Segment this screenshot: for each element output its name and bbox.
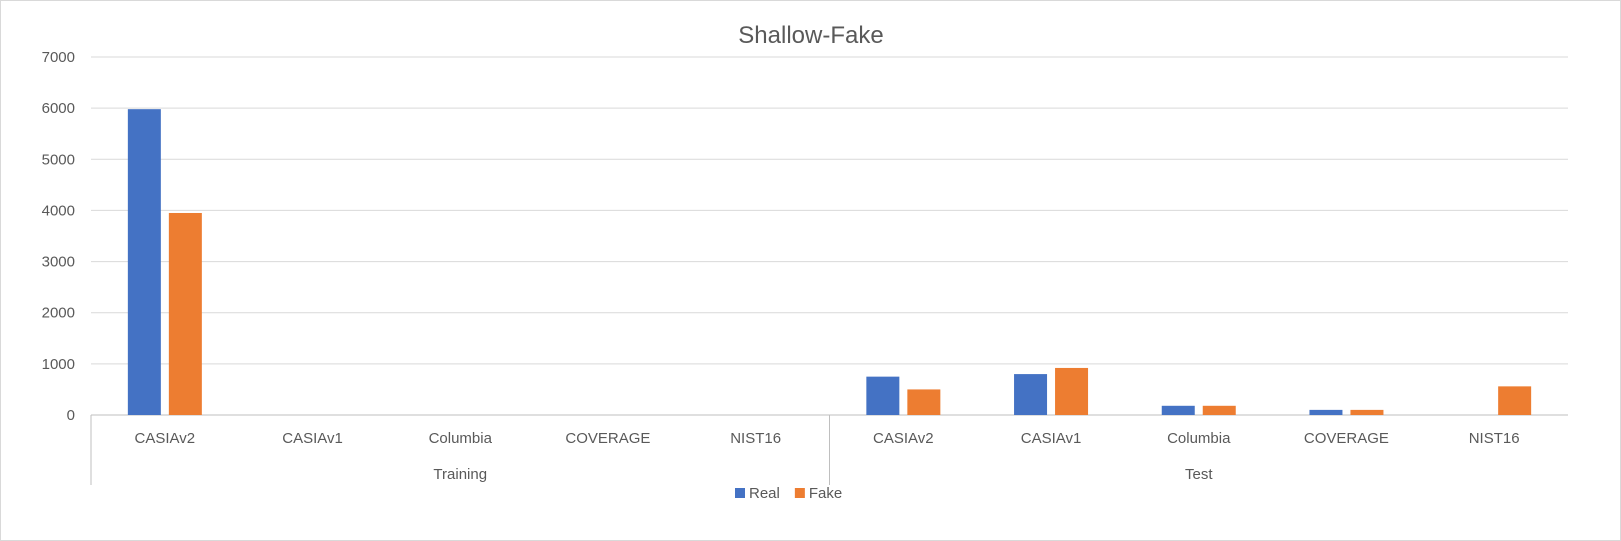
- x-tick-label: NIST16: [1469, 430, 1520, 447]
- y-tick-label: 6000: [42, 100, 75, 117]
- bar-real: [127, 109, 161, 415]
- x-tick-label: CASIAv1: [1021, 430, 1082, 447]
- bar-real: [1309, 409, 1343, 415]
- x-tick-label: COVERAGE: [565, 430, 650, 447]
- bar-fake: [1055, 367, 1089, 415]
- y-tick-label: 2000: [42, 305, 75, 322]
- bar-fake: [1202, 405, 1236, 415]
- bar-fake: [1350, 409, 1384, 415]
- x-group-label: Test: [1185, 466, 1213, 483]
- legend-swatch-real: [735, 488, 745, 498]
- bars: [127, 109, 1532, 415]
- legend-label-real: Real: [749, 485, 780, 502]
- bar-real: [1161, 405, 1195, 415]
- y-axis-ticks: 0 1000 2000 3000 4000 5000 6000 7000: [42, 49, 75, 424]
- bar-fake: [907, 389, 941, 415]
- x-group-label: Training: [433, 466, 487, 483]
- bar-real: [1014, 374, 1048, 415]
- x-tick-label: CASIAv2: [873, 430, 934, 447]
- chart-title: Shallow-Fake: [738, 22, 883, 49]
- bar-fake: [168, 212, 202, 415]
- x-axis: CASIAv2 CASIAv1 Columbia COVERAGE NIST16 Trai…: [90, 415, 1520, 485]
- y-tick-label: 5000: [42, 151, 75, 168]
- x-tick-label: NIST16: [730, 430, 781, 447]
- legend-swatch-fake: [794, 488, 805, 498]
- x-tick-label: Columbia: [1167, 430, 1231, 447]
- x-tick-label: CASIAv1: [282, 430, 343, 447]
- bar-fake: [1498, 386, 1532, 415]
- x-tick-label: COVERAGE: [1304, 430, 1389, 447]
- y-tick-label: 3000: [42, 254, 75, 271]
- y-tick-label: 7000: [42, 49, 75, 66]
- y-tick-label: 4000: [42, 202, 75, 219]
- y-tick-label: 1000: [42, 356, 75, 373]
- bar-real: [866, 376, 900, 415]
- x-tick-label: CASIAv2: [135, 430, 196, 447]
- y-tick-label: 0: [67, 407, 75, 424]
- legend-label-fake: Fake: [809, 485, 842, 502]
- x-tick-label: Columbia: [429, 430, 493, 447]
- legend: Real Fake: [735, 485, 842, 502]
- gridlines: [91, 56, 1568, 416]
